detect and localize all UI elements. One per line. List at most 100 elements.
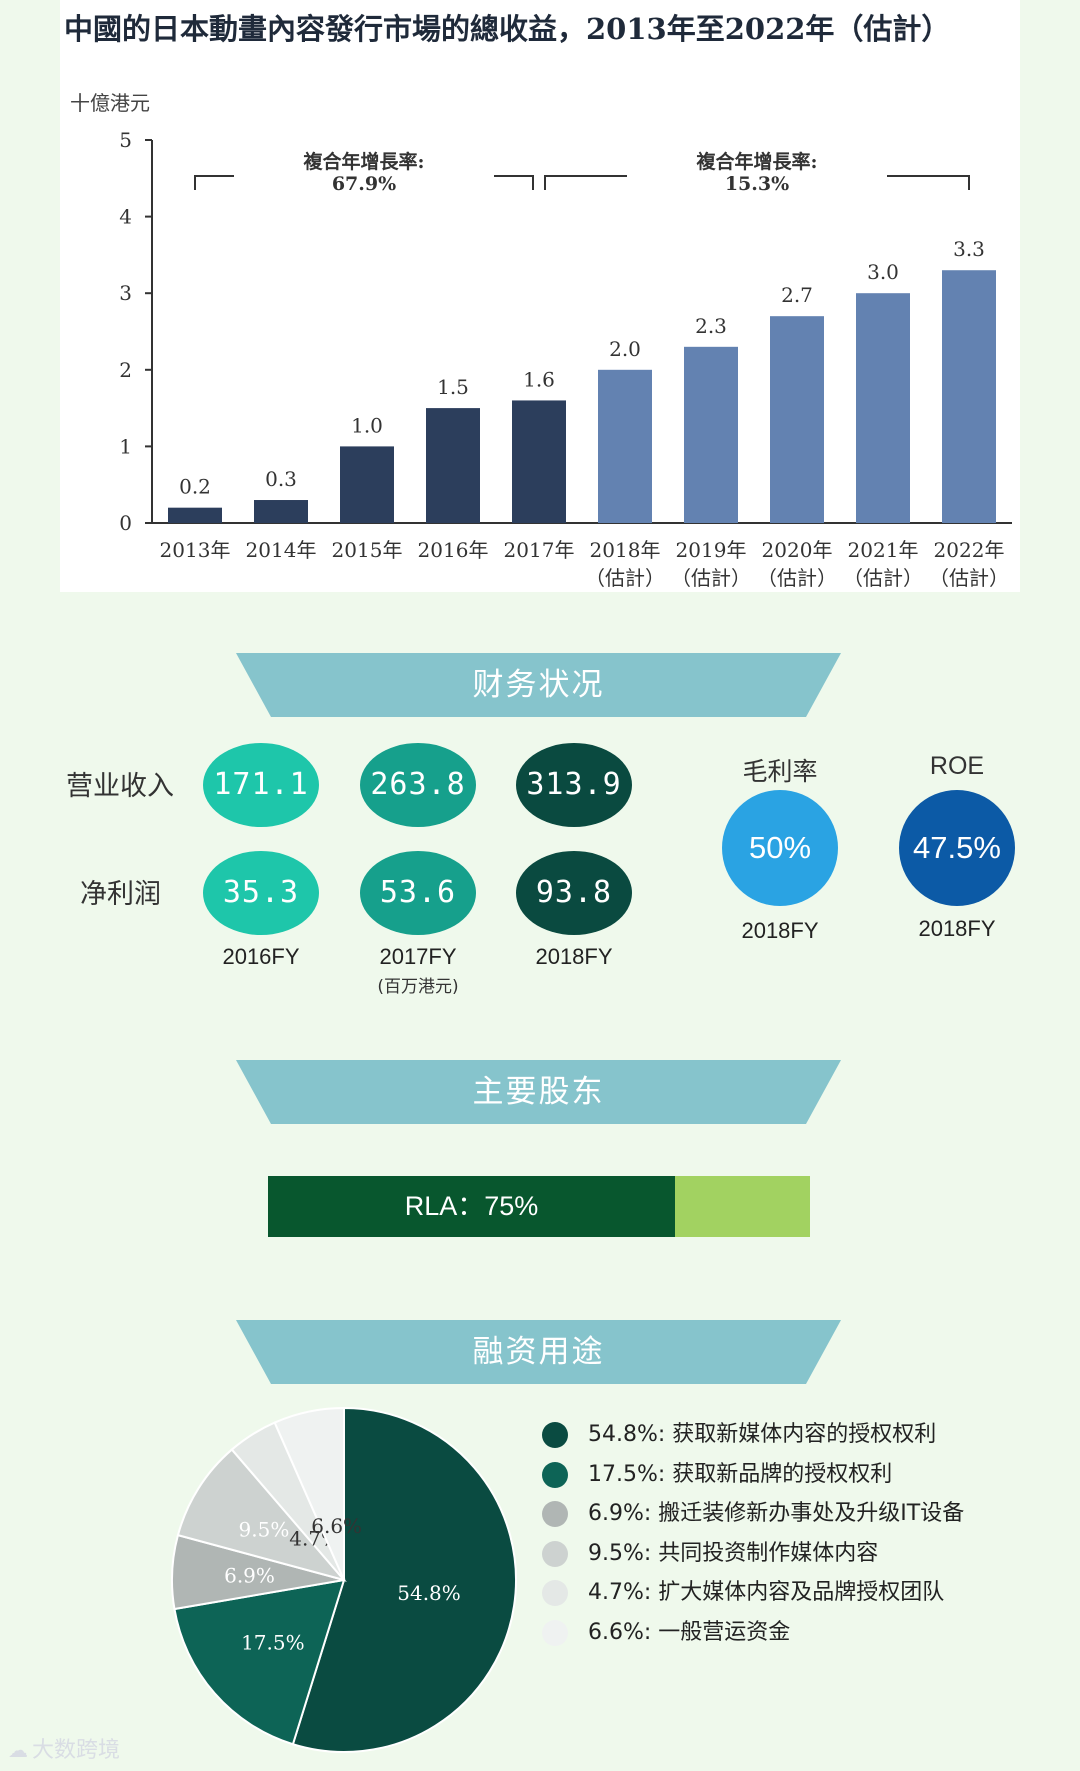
pie-slice-label-5: 6.6%	[311, 1514, 362, 1538]
y-tick-label-3: 3	[119, 281, 132, 305]
bar-value-label-9: 3.3	[953, 237, 985, 261]
profit-row-label: 净利润	[80, 879, 161, 910]
roe-value: 47.5%	[899, 790, 1015, 906]
cagr-bracket-left-0	[194, 175, 234, 190]
funds-banner-shape	[236, 1320, 841, 1384]
chart-title: 中國的日本動畫內容發行市場的總收益，2013年至2022年（估計）	[64, 12, 951, 46]
legend-dot-3	[542, 1501, 568, 1527]
bar-value-label-4: 1.6	[523, 367, 555, 391]
bar-value-label-8: 3.0	[867, 260, 899, 284]
legend-text-5: 4.7%: 扩大媒体内容及品牌授权团队	[588, 1580, 945, 1605]
bar-value-label-1: 0.3	[265, 467, 297, 491]
bar-value-label-5: 2.0	[609, 337, 641, 361]
pie-slice-label-0: 54.8%	[397, 1581, 461, 1605]
shareholder-banner-shape	[236, 1060, 841, 1124]
y-tick-label-4: 4	[119, 205, 132, 229]
finance-banner: 财务状况	[236, 653, 841, 717]
pie-slice-label-3: 9.5%	[239, 1518, 290, 1542]
revenue-2017-value: 263.8	[360, 743, 476, 827]
roe-year: 2018FY	[918, 916, 996, 941]
x-tick-label-8: 2021年	[848, 538, 919, 562]
year-label-2017: 2017FY	[379, 944, 457, 969]
cagr-bracket-left-1	[544, 175, 627, 190]
x-tick-label-9: 2022年	[934, 538, 1005, 562]
watermark-text: 大数跨境	[32, 1738, 121, 1763]
revenue-bar-chart: 十億港元 0 1 2 3 4 5 0.2 2013年 0.3 2014年 1.0 2015年 1.5 201…	[70, 91, 1012, 590]
profit-2016-value: 35.3	[203, 851, 319, 935]
x-tick-note-7: （估計）	[757, 566, 837, 590]
pie-slice-3	[176, 1448, 347, 1582]
funds-banner-title: 融资用途	[472, 1334, 605, 1370]
cagr-bracket-right-1	[887, 175, 970, 190]
y-axis-title: 十億港元	[70, 91, 150, 115]
x-tick-note-6: （估計）	[671, 566, 751, 590]
legend-dot-5	[542, 1580, 568, 1606]
bar-value-label-2: 1.0	[351, 413, 383, 437]
cagr-value-1: 15.3%	[725, 173, 789, 195]
gross-margin-title: 毛利率	[742, 758, 818, 786]
y-tick-label-1: 1	[119, 434, 132, 458]
shareholder-banner: 主要股东	[236, 1060, 841, 1124]
x-tick-note-5: （估計）	[585, 566, 665, 590]
gross-margin-value: 50%	[722, 790, 838, 906]
legend-text-4: 9.5%: 共同投资制作媒体内容	[588, 1541, 879, 1566]
revenue-2018-value: 313.9	[516, 743, 632, 827]
bar-2017年	[512, 400, 566, 523]
x-tick-label-1: 2014年	[246, 538, 317, 562]
x-tick-label-6: 2019年	[676, 538, 747, 562]
y-tick-label-5: 5	[119, 128, 132, 152]
pie-slice-1	[173, 1578, 346, 1746]
x-tick-label-7: 2020年	[762, 538, 833, 562]
legend-dot-6	[542, 1620, 568, 1646]
bar-value-label-0: 0.2	[179, 475, 211, 499]
bar-2016年	[426, 408, 480, 523]
y-tick-label-2: 2	[119, 358, 132, 382]
bar-2013年	[168, 507, 222, 523]
legend-dot-2	[542, 1462, 568, 1488]
bar-2019年	[684, 346, 738, 523]
legend-text-6: 6.6%: 一般营运资金	[588, 1620, 791, 1645]
funds-banner: 融资用途	[236, 1320, 841, 1384]
pie-slice-label-2: 6.9%	[224, 1564, 275, 1588]
year-label-2018: 2018FY	[535, 944, 613, 969]
shareholder-banner-title: 主要股东	[472, 1074, 605, 1110]
legend-dot-1	[542, 1422, 568, 1448]
roe-title: ROE	[929, 752, 985, 780]
pie-slice-5	[273, 1406, 345, 1581]
use-of-funds-pie-chart: 54.8%17.5%6.9%9.5% 4.7%6.6%	[171, 1406, 517, 1753]
x-tick-label-4: 2017年	[504, 538, 575, 562]
legend-dot-4	[542, 1541, 568, 1567]
shareholder-other-segment	[675, 1176, 810, 1237]
bar-value-label-6: 2.3	[695, 314, 727, 338]
profit-2018-value: 93.8	[516, 851, 632, 935]
gross-margin-year: 2018FY	[741, 918, 819, 943]
finance-banner-shape	[236, 653, 841, 717]
bar-2022年	[942, 270, 996, 523]
bar-value-label-7: 2.7	[781, 283, 813, 307]
profit-2017-value: 53.6	[360, 851, 476, 935]
x-tick-note-8: （估計）	[843, 566, 923, 590]
watermark: ☁ 大数跨境	[8, 1732, 120, 1764]
revenue-row-label: 营业收入	[66, 771, 174, 802]
y-tick-label-0: 0	[119, 511, 132, 535]
pie-slice-label-1: 17.5%	[241, 1630, 305, 1654]
pie-slice-0	[291, 1406, 517, 1753]
revenue-2016-value: 171.1	[203, 743, 319, 827]
bar-value-label-3: 1.5	[437, 375, 469, 399]
bar-2014年	[254, 500, 308, 523]
legend-text-1: 54.8%: 获取新媒体内容的授权权利	[588, 1422, 937, 1447]
cagr-label-0: 複合年增長率:	[302, 150, 424, 173]
legend-text-3: 6.9%: 搬迁装修新办事处及升级IT设备	[588, 1501, 965, 1526]
unit-label: (百万港元)	[377, 977, 459, 997]
x-tick-label-0: 2013年	[160, 538, 231, 562]
bar-2020年	[770, 316, 824, 523]
shareholder-bar: RLA：75%	[268, 1176, 810, 1237]
x-tick-note-9: （估計）	[929, 566, 1009, 590]
finance-banner-title: 财务状况	[472, 667, 605, 703]
x-tick-label-2: 2015年	[332, 538, 403, 562]
year-label-2016: 2016FY	[222, 944, 300, 969]
bar-2015年	[340, 446, 394, 523]
watermark-logo-icon: ☁	[8, 1738, 28, 1762]
bar-2018年	[598, 369, 652, 523]
cagr-value-0: 67.9%	[332, 173, 396, 195]
